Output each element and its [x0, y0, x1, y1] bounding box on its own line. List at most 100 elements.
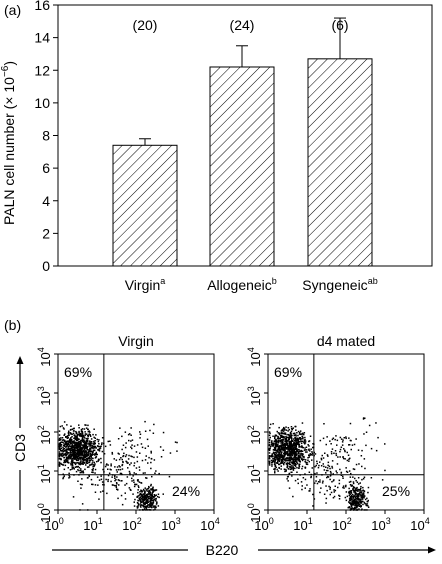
flow-event-dot: [86, 451, 88, 454]
flow-event-dot: [287, 436, 289, 439]
flow-event-dot: [84, 468, 86, 471]
flow-event-dot: [58, 439, 61, 441]
flow-event-dot: [80, 443, 82, 445]
flow-event-dot: [65, 453, 67, 455]
flow-event-dot: [142, 502, 145, 505]
flow-event-dot: [271, 465, 273, 467]
flow-event-dot: [80, 469, 82, 472]
flow-event-dot: [169, 452, 172, 454]
x-category-label: Syngeneicab: [302, 276, 377, 293]
flow-event-dot: [74, 449, 76, 451]
flow-event-dot: [335, 452, 337, 455]
flow-event-dot: [72, 459, 74, 462]
flow-event-dot: [339, 456, 341, 458]
flow-event-dot: [145, 477, 147, 479]
flow-event-dot: [69, 452, 72, 454]
flow-event-dot: [274, 470, 276, 472]
flow-event-dot: [156, 495, 159, 498]
flow-event-dot: [72, 452, 75, 454]
flow-event-dot: [325, 469, 328, 472]
flow-event-dot: [307, 444, 309, 446]
flow-event-dot: [329, 488, 331, 490]
flow-event-dot: [80, 456, 82, 459]
flow-event-dot: [72, 496, 75, 498]
flow-event-dot: [325, 466, 327, 468]
flow-event-dot: [94, 484, 97, 486]
flow-event-dot: [66, 444, 68, 447]
flow-event-dot: [296, 448, 298, 450]
flow-event-dot: [314, 472, 316, 475]
flow-event-dot: [357, 496, 360, 498]
flow-event-dot: [275, 451, 277, 454]
flow-event-dot: [289, 459, 291, 462]
flow-event-dot: [311, 451, 313, 453]
flow-event-dot: [146, 502, 148, 504]
flow-event-dot: [73, 448, 76, 450]
flow-event-dot: [296, 462, 299, 465]
flow-event-dot: [277, 454, 279, 456]
flow-event-dot: [329, 467, 331, 470]
flow-event-dot: [81, 452, 83, 454]
flow-event-dot: [292, 432, 295, 435]
flow-event-dot: [121, 503, 124, 506]
flow-event-dot: [348, 460, 350, 462]
flow-event-dot: [139, 505, 142, 507]
flow-event-dot: [87, 443, 90, 445]
y-tick-label: 2: [42, 225, 50, 241]
flow-event-dot: [271, 453, 273, 455]
flow-event-dot: [114, 474, 116, 477]
flow-event-dot: [79, 462, 81, 464]
flow-event-dot: [285, 444, 287, 446]
flow-event-dot: [360, 485, 362, 488]
flow-event-dot: [99, 445, 101, 448]
flow-event-dot: [130, 446, 132, 448]
flow-event-dot: [155, 494, 157, 496]
flow-event-dot: [286, 478, 288, 480]
flow-event-dot: [67, 467, 69, 469]
flow-event-dot: [363, 476, 366, 478]
flow-event-dot: [294, 425, 296, 428]
flow-event-dot: [114, 479, 116, 482]
flow-event-dot: [81, 457, 83, 459]
flow-event-dot: [117, 438, 120, 440]
flow-event-dot: [269, 427, 271, 429]
flow-event-dot: [61, 437, 64, 439]
flow-event-dot: [90, 442, 92, 444]
flow-event-dot: [72, 441, 75, 443]
flow-event-dot: [155, 497, 157, 500]
flow-event-dot: [70, 443, 72, 445]
flow-event-dot: [268, 460, 271, 463]
flow-event-dot: [295, 441, 297, 443]
flow-event-dot: [62, 477, 64, 480]
flow-event-dot: [100, 461, 102, 464]
flow-event-dot: [70, 464, 72, 466]
flow-event-dot: [279, 451, 281, 453]
flow-event-dot: [357, 494, 359, 496]
flow-event-dot: [72, 430, 75, 432]
flow-event-dot: [289, 451, 292, 453]
flow-event-dot: [360, 490, 363, 492]
flow-event-dot: [279, 432, 281, 434]
flow-event-dot: [72, 448, 74, 451]
flow-event-dot: [151, 493, 153, 496]
flow-event-dot: [148, 497, 151, 500]
flow-event-dot: [363, 490, 366, 493]
flow-event-dot: [273, 458, 276, 460]
flow-event-dot: [139, 499, 141, 501]
flow-event-dot: [70, 425, 72, 427]
flow-event-dot: [298, 458, 300, 461]
x-tick-exponent: 4: [215, 516, 220, 526]
flow-event-dot: [350, 493, 352, 495]
flow-event-dot: [154, 500, 157, 502]
flow-event-dot: [332, 437, 335, 439]
flow-event-dot: [355, 495, 357, 497]
flow-event-dot: [80, 440, 83, 442]
flow-event-dot: [100, 475, 102, 477]
flow-event-dot: [71, 453, 73, 455]
flow-event-dot: [365, 431, 368, 433]
flow-event-dot: [143, 493, 145, 495]
x-tick-base: 10: [371, 518, 385, 533]
flow-event-dot: [292, 438, 295, 440]
flow-event-dot: [302, 477, 305, 479]
y-tick-label: 104: [36, 347, 53, 366]
